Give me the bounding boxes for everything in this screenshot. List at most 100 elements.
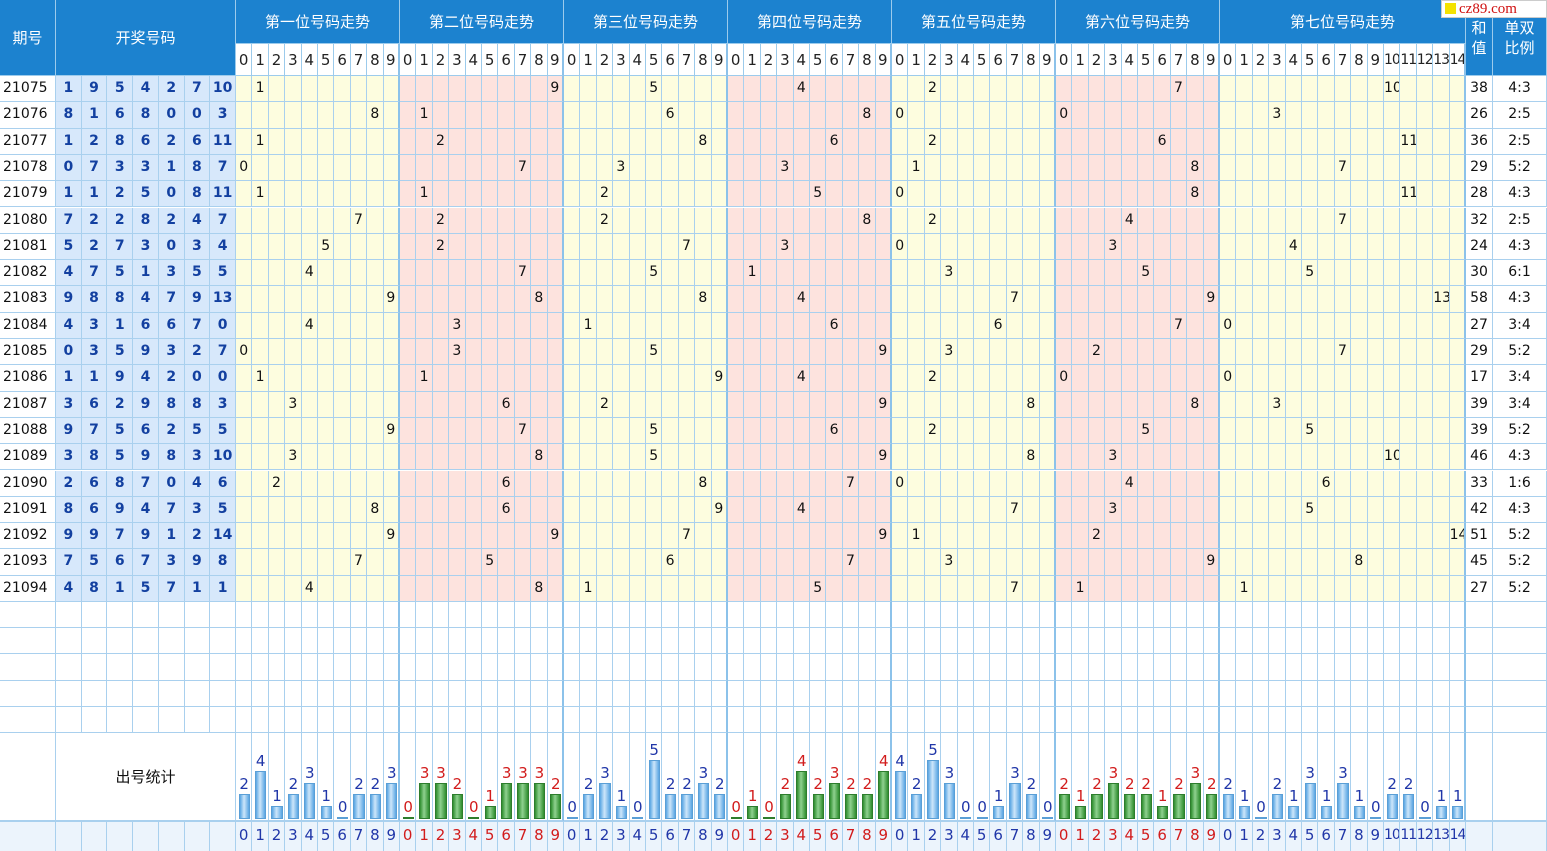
trend-cell: [842, 128, 860, 155]
trend-cell: [1154, 260, 1171, 287]
site-logo[interactable]: cz89.com: [1441, 0, 1547, 18]
trend-cell: [1367, 496, 1384, 524]
trend-cell: [1170, 523, 1188, 550]
trend-cell: [662, 260, 679, 287]
winning-number: 6: [184, 128, 211, 155]
trend-cell: [465, 444, 482, 471]
trend-cell: [482, 496, 499, 524]
trend-cell: [318, 417, 335, 445]
empty-trend-cell: [301, 706, 318, 733]
trend-cell: [629, 207, 646, 234]
trend-cell: [1384, 260, 1401, 287]
empty-trend-cell: [383, 602, 400, 629]
trend-cell: [974, 154, 991, 182]
trend-cell: [449, 154, 466, 182]
empty-trend-cell: [252, 602, 269, 629]
winning-number: 8: [210, 549, 236, 576]
trend-cell: [1154, 339, 1171, 366]
trend-cell: [1302, 128, 1319, 155]
trend-cell: [1416, 312, 1434, 339]
trend-cell: [1187, 549, 1204, 576]
trend-cell: [613, 102, 630, 129]
winning-number: 2: [158, 417, 185, 445]
trend-hit-number: 9: [875, 444, 892, 471]
winning-number: 8: [56, 496, 82, 524]
empty-trend-cell: [859, 706, 876, 733]
empty-trend-cell: [990, 680, 1007, 707]
empty-trend-cell: [1318, 602, 1335, 629]
trend-cell: [236, 181, 253, 208]
position-6-digit-header: 6: [1154, 44, 1171, 76]
trend-cell: [514, 312, 532, 339]
empty-trend-cell: [482, 628, 499, 655]
empty-trend-cell: [974, 706, 991, 733]
trend-cell: [1170, 181, 1188, 208]
trend-cell: [1170, 496, 1188, 524]
trend-cell: [547, 260, 564, 287]
frequency-bar: [451, 794, 464, 819]
empty-trend-cell: [236, 602, 253, 629]
trend-cell: [810, 391, 827, 418]
trend-cell: [744, 470, 761, 497]
empty-trend-cell: [564, 628, 581, 655]
trend-cell: [252, 102, 269, 129]
trend-cell: [875, 102, 892, 129]
trend-cell: [465, 128, 482, 155]
empty-trend-cell: [547, 680, 564, 707]
axis-digit-label: 3: [941, 821, 958, 851]
trend-hit-number: 2: [432, 207, 450, 234]
trend-cell: [1433, 76, 1450, 103]
trend-cell: [1056, 496, 1073, 524]
empty-trend-cell: [416, 680, 433, 707]
trend-hit-number: 9: [711, 365, 728, 392]
trend-cell: [268, 549, 286, 576]
empty-trend-cell: [432, 654, 450, 681]
empty-trend-cell: [1400, 654, 1417, 681]
trend-cell: [629, 470, 646, 497]
frequency-bar: [763, 817, 775, 819]
winning-number: 3: [210, 102, 236, 129]
trend-cell: [580, 444, 597, 471]
trend-cell: [1252, 549, 1270, 576]
trend-cell: [350, 154, 368, 182]
trend-cell: [629, 523, 646, 550]
trend-hit-number: 1: [416, 365, 433, 392]
trend-cell: [1121, 549, 1138, 576]
trend-cell: [596, 444, 614, 471]
stats-column: [1072, 733, 1089, 821]
trend-cell: [1252, 286, 1270, 313]
trend-cell: [1138, 76, 1155, 103]
trend-cell: [646, 286, 663, 313]
trend-cell: [1351, 496, 1368, 524]
trend-cell: [1252, 417, 1270, 445]
trend-cell: [236, 444, 253, 471]
trend-cell: [318, 575, 335, 602]
empty-trend-cell: [514, 628, 532, 655]
trend-cell: [383, 470, 400, 497]
trend-cell: [1039, 102, 1056, 129]
position-3-digit-header: 7: [678, 44, 696, 76]
trend-cell: [1252, 391, 1270, 418]
trend-cell: [1400, 391, 1417, 418]
winning-number: 3: [56, 444, 82, 471]
empty-trend-cell: [400, 654, 417, 681]
frequency-bar: [746, 805, 759, 819]
trend-cell: [1302, 339, 1319, 366]
trend-cell: [547, 496, 564, 524]
trend-cell: [1433, 575, 1450, 602]
trend-cell: [547, 154, 564, 182]
trend-cell: [1154, 286, 1171, 313]
trend-cell: [990, 76, 1007, 103]
trend-cell: [318, 207, 335, 234]
trend-cell: [908, 417, 925, 445]
frequency-bar: [418, 782, 431, 819]
frequency-count-label: 3: [1010, 763, 1020, 782]
trend-cell: [810, 233, 827, 261]
stats-column: [1449, 733, 1466, 821]
period-cell: 21092: [0, 523, 56, 550]
trend-cell: [1400, 444, 1417, 471]
trend-cell: [514, 549, 532, 576]
trend-cell: [1039, 549, 1056, 576]
empty-trend-cell: [1416, 680, 1434, 707]
empty-trend-cell: [252, 628, 269, 655]
